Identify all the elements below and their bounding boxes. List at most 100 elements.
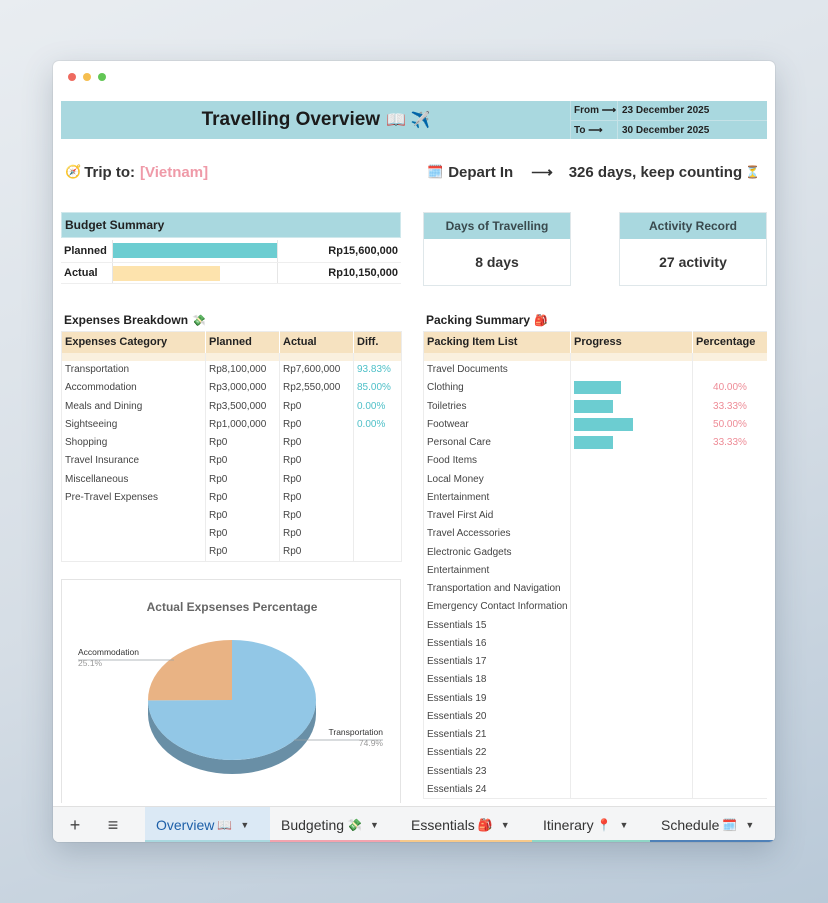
packing-percentage-cell[interactable] [693,762,768,780]
expense-category-cell[interactable]: Shopping [61,433,206,452]
expense-planned-cell[interactable]: Rp0 [205,543,280,562]
expense-actual-cell[interactable]: Rp0 [279,488,354,507]
expense-category-cell[interactable]: Miscellaneous [61,470,206,489]
expense-category-cell[interactable]: Accommodation [61,378,206,397]
packing-percentage-cell[interactable]: 33.33% [713,437,747,449]
expense-actual-cell[interactable]: Rp0 [279,543,354,562]
packing-item-cell[interactable]: Essentials 24 [423,780,571,799]
packing-percentage-cell[interactable] [693,616,768,634]
packing-item-cell[interactable]: Clothing [423,378,571,397]
expense-diff-cell[interactable] [354,543,402,561]
expense-category-cell[interactable]: Travel Insurance [61,451,206,470]
expense-actual-cell[interactable]: Rp7,600,000 [279,360,354,379]
packing-item-cell[interactable]: Essentials 16 [423,634,571,653]
packing-percentage-cell[interactable] [693,689,768,707]
chevron-down-icon[interactable]: ▼ [619,820,629,830]
expense-diff-cell[interactable]: 85.00% [357,382,391,394]
tab-overview[interactable]: Overview 📖 ▼ [145,807,270,842]
packing-percentage-cell[interactable] [693,470,768,488]
packing-item-cell[interactable]: Toiletries [423,397,571,416]
packing-item-cell[interactable]: Personal Care [423,433,571,452]
col-header-progress[interactable]: Progress [570,331,693,353]
trip-destination-value[interactable]: [Vietnam] [140,163,209,181]
packing-percentage-cell[interactable] [693,707,768,725]
packing-percentage-cell[interactable] [693,598,768,616]
expense-category-cell[interactable]: Meals and Dining [61,397,206,416]
expense-category-cell[interactable]: Pre-Travel Expenses [61,488,206,507]
expense-category-cell[interactable] [61,524,206,543]
packing-item-cell[interactable]: Essentials 15 [423,616,571,635]
col-header-item[interactable]: Packing Item List [423,331,571,353]
expense-planned-cell[interactable]: Rp0 [205,524,280,543]
tab-essentials[interactable]: Essentials 🎒 ▼ [400,807,532,842]
expense-planned-cell[interactable]: Rp0 [205,470,280,489]
expense-planned-cell[interactable]: Rp0 [205,488,280,507]
tab-budgeting[interactable]: Budgeting 💸 ▼ [270,807,400,842]
expense-actual-cell[interactable]: Rp0 [279,524,354,543]
expense-category-cell[interactable] [61,506,206,525]
tab-schedule[interactable]: Schedule 🗓️ ▼ [650,807,775,842]
expense-planned-cell[interactable]: Rp0 [205,506,280,525]
expense-diff-cell[interactable] [354,507,402,525]
packing-item-cell[interactable]: Electronic Gadgets [423,543,571,562]
expense-category-cell[interactable] [61,543,206,562]
expense-category-cell[interactable]: Sightseeing [61,415,206,434]
expense-diff-cell[interactable]: 0.00% [357,400,386,412]
packing-percentage-cell[interactable]: 33.33% [713,400,747,412]
expense-diff-cell[interactable]: 0.00% [357,418,386,430]
expense-actual-cell[interactable]: Rp2,550,000 [279,378,354,397]
col-header-planned[interactable]: Planned [205,331,280,353]
expense-diff-cell[interactable] [354,452,402,470]
packing-percentage-cell[interactable] [693,361,768,379]
pie-slice-transportation[interactable] [148,640,317,760]
expense-actual-cell[interactable]: Rp0 [279,433,354,452]
packing-item-cell[interactable]: Entertainment [423,488,571,507]
expense-planned-cell[interactable]: Rp3,000,000 [205,378,280,397]
packing-item-cell[interactable]: Travel First Aid [423,506,571,525]
col-header-percentage[interactable]: Percentage [692,331,767,353]
packing-item-cell[interactable]: Essentials 21 [423,725,571,744]
packing-item-cell[interactable]: Footwear [423,415,571,434]
expense-planned-cell[interactable]: Rp0 [205,451,280,470]
packing-percentage-cell[interactable] [693,653,768,671]
expense-actual-cell[interactable]: Rp0 [279,397,354,416]
expense-actual-cell[interactable]: Rp0 [279,470,354,489]
expense-category-cell[interactable]: Transportation [61,360,206,379]
all-sheets-menu-icon[interactable]: ≡ [107,814,119,835]
maximize-window-button[interactable] [98,73,106,81]
pie-slice-accommodation[interactable] [148,640,232,701]
packing-item-cell[interactable]: Essentials 23 [423,762,571,781]
chevron-down-icon[interactable]: ▼ [240,820,250,830]
packing-percentage-cell[interactable] [693,671,768,689]
packing-percentage-cell[interactable] [693,780,768,798]
expense-diff-cell[interactable]: 93.83% [357,364,391,376]
minimize-window-button[interactable] [83,73,91,81]
expense-planned-cell[interactable]: Rp8,100,000 [205,360,280,379]
to-date-cell[interactable]: 30 December 2025 [617,121,709,139]
packing-percentage-cell[interactable] [693,580,768,598]
packing-item-cell[interactable]: Travel Documents [423,360,571,379]
packing-percentage-cell[interactable] [693,525,768,543]
chevron-down-icon[interactable]: ▼ [500,820,510,830]
packing-percentage-cell[interactable] [693,561,768,579]
packing-item-cell[interactable]: Essentials 17 [423,652,571,671]
packing-percentage-cell[interactable] [693,543,768,561]
expense-actual-cell[interactable]: Rp0 [279,506,354,525]
packing-item-cell[interactable]: Local Money [423,470,571,489]
packing-item-cell[interactable]: Essentials 18 [423,670,571,689]
expense-diff-cell[interactable] [354,525,402,543]
packing-item-cell[interactable]: Essentials 19 [423,689,571,708]
col-header-actual[interactable]: Actual [279,331,354,353]
add-sheet-icon[interactable]: + [69,814,81,835]
packing-item-cell[interactable]: Emergency Contact Information [423,597,571,616]
chevron-down-icon[interactable]: ▼ [370,820,379,830]
expense-diff-cell[interactable] [354,434,402,452]
expense-actual-cell[interactable]: Rp0 [279,451,354,470]
packing-percentage-cell[interactable] [693,488,768,506]
packing-percentage-cell[interactable]: 40.00% [713,382,747,394]
packing-item-cell[interactable]: Essentials 20 [423,707,571,726]
chevron-down-icon[interactable]: ▼ [745,820,755,830]
col-header-diff[interactable]: Diff. [353,331,402,353]
expenses-pie-chart[interactable]: Actual Expsenses Percentage Transportati… [61,579,401,803]
expense-diff-cell[interactable] [354,470,402,488]
